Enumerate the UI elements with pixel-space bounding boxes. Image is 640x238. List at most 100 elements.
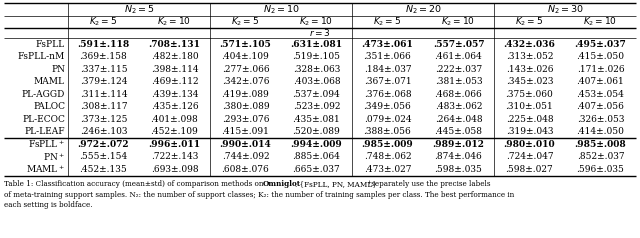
Text: .598±.027: .598±.027 [506,165,554,174]
Text: .277±.066: .277±.066 [221,65,269,74]
Text: $N_2 = 5$: $N_2 = 5$ [124,3,154,16]
Text: .337±.115: .337±.115 [80,65,127,74]
Text: .404±.109: .404±.109 [221,52,269,61]
Text: .557±.057: .557±.057 [433,40,484,49]
Text: MAML: MAML [34,77,65,86]
Text: FsPLL$^+$: FsPLL$^+$ [28,139,65,150]
Text: .591±.118: .591±.118 [77,40,130,49]
Text: $K_2 = 5$: $K_2 = 5$ [90,16,118,28]
Text: .246±.103: .246±.103 [80,127,127,136]
Text: .994±.009: .994±.009 [291,140,342,149]
Text: MAML$^+$: MAML$^+$ [26,164,65,175]
Text: .432±.036: .432±.036 [504,40,556,49]
Text: .631±.081: .631±.081 [291,40,342,49]
Text: $K_2 = 10$: $K_2 = 10$ [157,16,191,28]
Text: .222±.037: .222±.037 [435,65,482,74]
Text: FsPLL: FsPLL [36,40,65,49]
Text: .482±.180: .482±.180 [150,52,198,61]
Text: $N_2 = 10$: $N_2 = 10$ [262,3,300,16]
Text: .520±.089: .520±.089 [292,127,340,136]
Text: .398±.114: .398±.114 [150,65,198,74]
Text: .310±.051: .310±.051 [506,102,554,111]
Text: .367±.071: .367±.071 [364,77,412,86]
Text: .469±.112: .469±.112 [150,77,198,86]
Text: .473±.027: .473±.027 [364,165,412,174]
Text: PN$^+$: PN$^+$ [43,151,65,163]
Text: $N_2 = 20$: $N_2 = 20$ [404,3,442,16]
Text: .328±.063: .328±.063 [293,65,340,74]
Text: .143±.026: .143±.026 [506,65,553,74]
Text: .985±.008: .985±.008 [575,140,627,149]
Text: .665±.037: .665±.037 [292,165,340,174]
Text: .342±.076: .342±.076 [221,77,269,86]
Text: .311±.114: .311±.114 [80,90,127,99]
Text: .708±.131: .708±.131 [148,40,200,49]
Text: .369±.158: .369±.158 [79,52,127,61]
Text: .415±.091: .415±.091 [221,127,269,136]
Text: $N_2 = 30$: $N_2 = 30$ [547,3,583,16]
Text: of meta-training support samples. N₂: the number of support classes; K₂: the num: of meta-training support samples. N₂: th… [4,191,515,199]
Text: PN: PN [51,65,65,74]
Text: .985±.009: .985±.009 [362,140,413,149]
Text: .184±.037: .184±.037 [364,65,412,74]
Text: $K_2 = 5$: $K_2 = 5$ [515,16,543,28]
Text: .598±.035: .598±.035 [435,165,483,174]
Text: .473±.061: .473±.061 [362,40,413,49]
Text: .264±.048: .264±.048 [435,115,483,124]
Text: .608±.076: .608±.076 [221,165,269,174]
Text: each setting is boldface.: each setting is boldface. [4,201,93,209]
Text: .874±.046: .874±.046 [435,152,483,161]
Text: .722±.143: .722±.143 [151,152,198,161]
Text: PL-ECOC: PL-ECOC [22,115,65,124]
Text: .980±.010: .980±.010 [504,140,556,149]
Text: .079±.024: .079±.024 [364,115,412,124]
Text: PALOC: PALOC [33,102,65,111]
Text: .376±.068: .376±.068 [364,90,412,99]
Text: .345±.023: .345±.023 [506,77,553,86]
Text: .972±.072: .972±.072 [77,140,129,149]
Text: .452±.109: .452±.109 [150,127,198,136]
Text: .452±.135: .452±.135 [79,165,127,174]
Text: .351±.066: .351±.066 [364,52,412,61]
Text: Omniglot: Omniglot [263,180,301,188]
Text: .388±.056: .388±.056 [364,127,412,136]
Text: .379±.124: .379±.124 [80,77,127,86]
Text: .225±.048: .225±.048 [506,115,554,124]
Text: .313±.052: .313±.052 [506,52,553,61]
Text: .445±.058: .445±.058 [435,127,483,136]
Text: separately use the precise labels: separately use the precise labels [369,180,491,188]
Text: .571±.105: .571±.105 [220,40,271,49]
Text: .415±.050: .415±.050 [577,52,625,61]
Text: .403±.068: .403±.068 [292,77,340,86]
Text: .349±.056: .349±.056 [364,102,412,111]
Text: .407±.061: .407±.061 [577,77,625,86]
Text: .380±.089: .380±.089 [221,102,269,111]
Text: .373±.125: .373±.125 [80,115,127,124]
Text: .596±.035: .596±.035 [577,165,625,174]
Text: .435±.126: .435±.126 [150,102,198,111]
Text: .693±.098: .693±.098 [150,165,198,174]
Text: .748±.062: .748±.062 [364,152,412,161]
Text: .419±.089: .419±.089 [221,90,269,99]
Text: .989±.012: .989±.012 [433,140,484,149]
Text: $K_2 = 10$: $K_2 = 10$ [300,16,333,28]
Text: .990±.014: .990±.014 [220,140,271,149]
Text: PL-AGGD: PL-AGGD [22,90,65,99]
Text: .744±.092: .744±.092 [221,152,269,161]
Text: $K_2 = 10$: $K_2 = 10$ [584,16,618,28]
Text: +: + [366,180,371,185]
Text: .555±.154: .555±.154 [79,152,127,161]
Text: .435±.081: .435±.081 [292,115,340,124]
Text: .523±.092: .523±.092 [292,102,340,111]
Text: .319±.043: .319±.043 [506,127,553,136]
Text: FsPLL-nM: FsPLL-nM [18,52,65,61]
Text: .171±.026: .171±.026 [577,65,624,74]
Text: .461±.064: .461±.064 [435,52,483,61]
Text: .308±.117: .308±.117 [80,102,127,111]
Text: .453±.054: .453±.054 [577,90,625,99]
Text: . {FsPLL, PN, MAML}: . {FsPLL, PN, MAML} [294,180,376,188]
Text: .996±.011: .996±.011 [148,140,200,149]
Text: Table 1: Classification accuracy (mean±std) of comparison methods on: Table 1: Classification accuracy (mean±s… [4,180,266,188]
Text: .414±.050: .414±.050 [577,127,625,136]
Text: $K_2 = 5$: $K_2 = 5$ [373,16,401,28]
